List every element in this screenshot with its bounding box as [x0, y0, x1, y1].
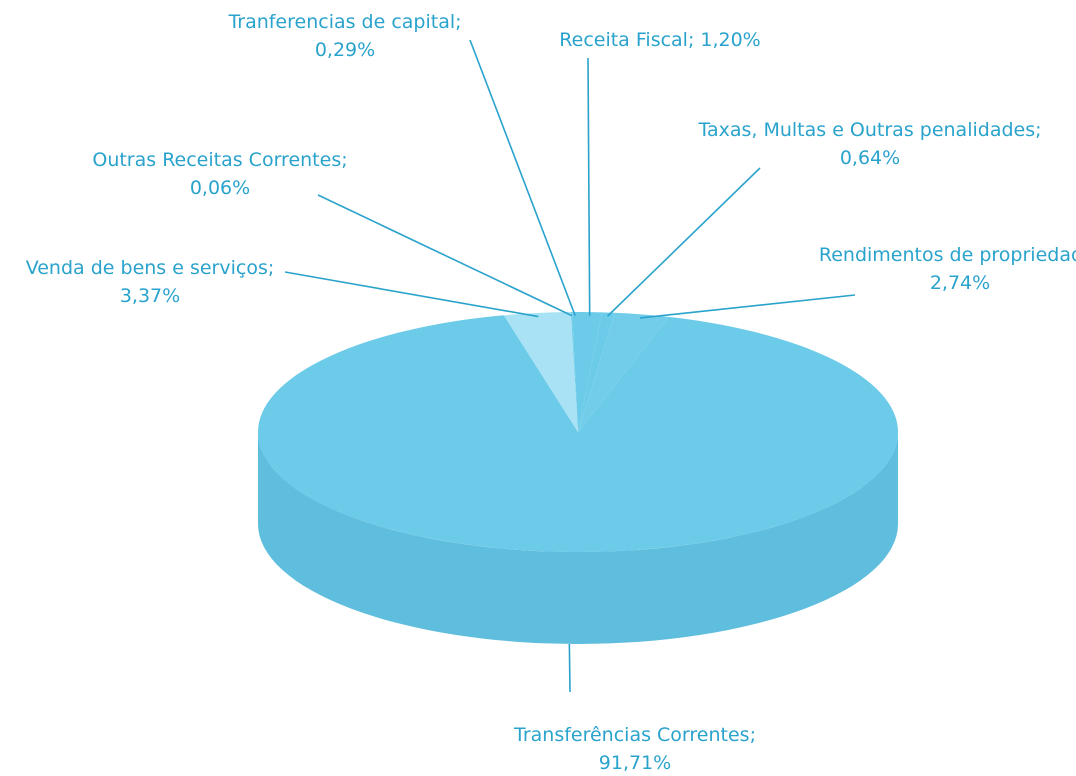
slice-name: Venda de bens e serviços;	[26, 257, 275, 279]
slice-label: Outras Receitas Correntes; 0,06%	[92, 149, 347, 199]
pie-slice	[570, 312, 578, 432]
leader-line	[568, 643, 571, 693]
slice-label: Transferências Correntes; 91,71%	[513, 724, 756, 774]
slice-name: Transferências Correntes;	[513, 724, 756, 746]
slice-label: Receita Fiscal; 1,20%	[559, 29, 760, 51]
slice-value: 0,29%	[315, 39, 375, 61]
pie-slice	[578, 312, 603, 432]
slice-name: Rendimentos de propriedade;	[819, 244, 1076, 266]
pie-slice	[503, 312, 578, 432]
slice-value: 2,74%	[930, 272, 990, 294]
slice-label: Taxas, Multas e Outras penalidades; 0,64%	[697, 119, 1041, 169]
slice-label: Tranferencias de capital; 0,29%	[227, 11, 461, 61]
slice-label: Venda de bens e serviços; 3,37%	[26, 257, 275, 307]
slice-value: 91,71%	[599, 752, 671, 774]
slice-value: 0,64%	[840, 147, 900, 169]
slice-name: Receita Fiscal;	[559, 29, 694, 51]
leader-line	[640, 294, 856, 319]
slice-name: Outras Receitas Correntes;	[92, 149, 347, 171]
slice-label: Rendimentos de propriedade; 2,74%	[819, 244, 1076, 294]
slice-value: 1,20%	[700, 29, 760, 51]
leader-line	[284, 271, 539, 318]
leader-line	[469, 39, 576, 316]
slice-value: 3,37%	[120, 285, 180, 307]
slice-name: Tranferencias de capital;	[227, 11, 461, 33]
slice-value: 0,06%	[190, 177, 250, 199]
leader-line	[317, 194, 573, 317]
pie-slice	[572, 312, 578, 432]
slice-name: Taxas, Multas e Outras penalidades;	[697, 119, 1041, 141]
pie-slice	[258, 315, 899, 552]
leader-line	[587, 57, 591, 316]
leader-line	[607, 167, 761, 317]
pie-slice	[578, 312, 669, 432]
pie-slice	[578, 312, 615, 432]
pie-side	[258, 432, 898, 644]
